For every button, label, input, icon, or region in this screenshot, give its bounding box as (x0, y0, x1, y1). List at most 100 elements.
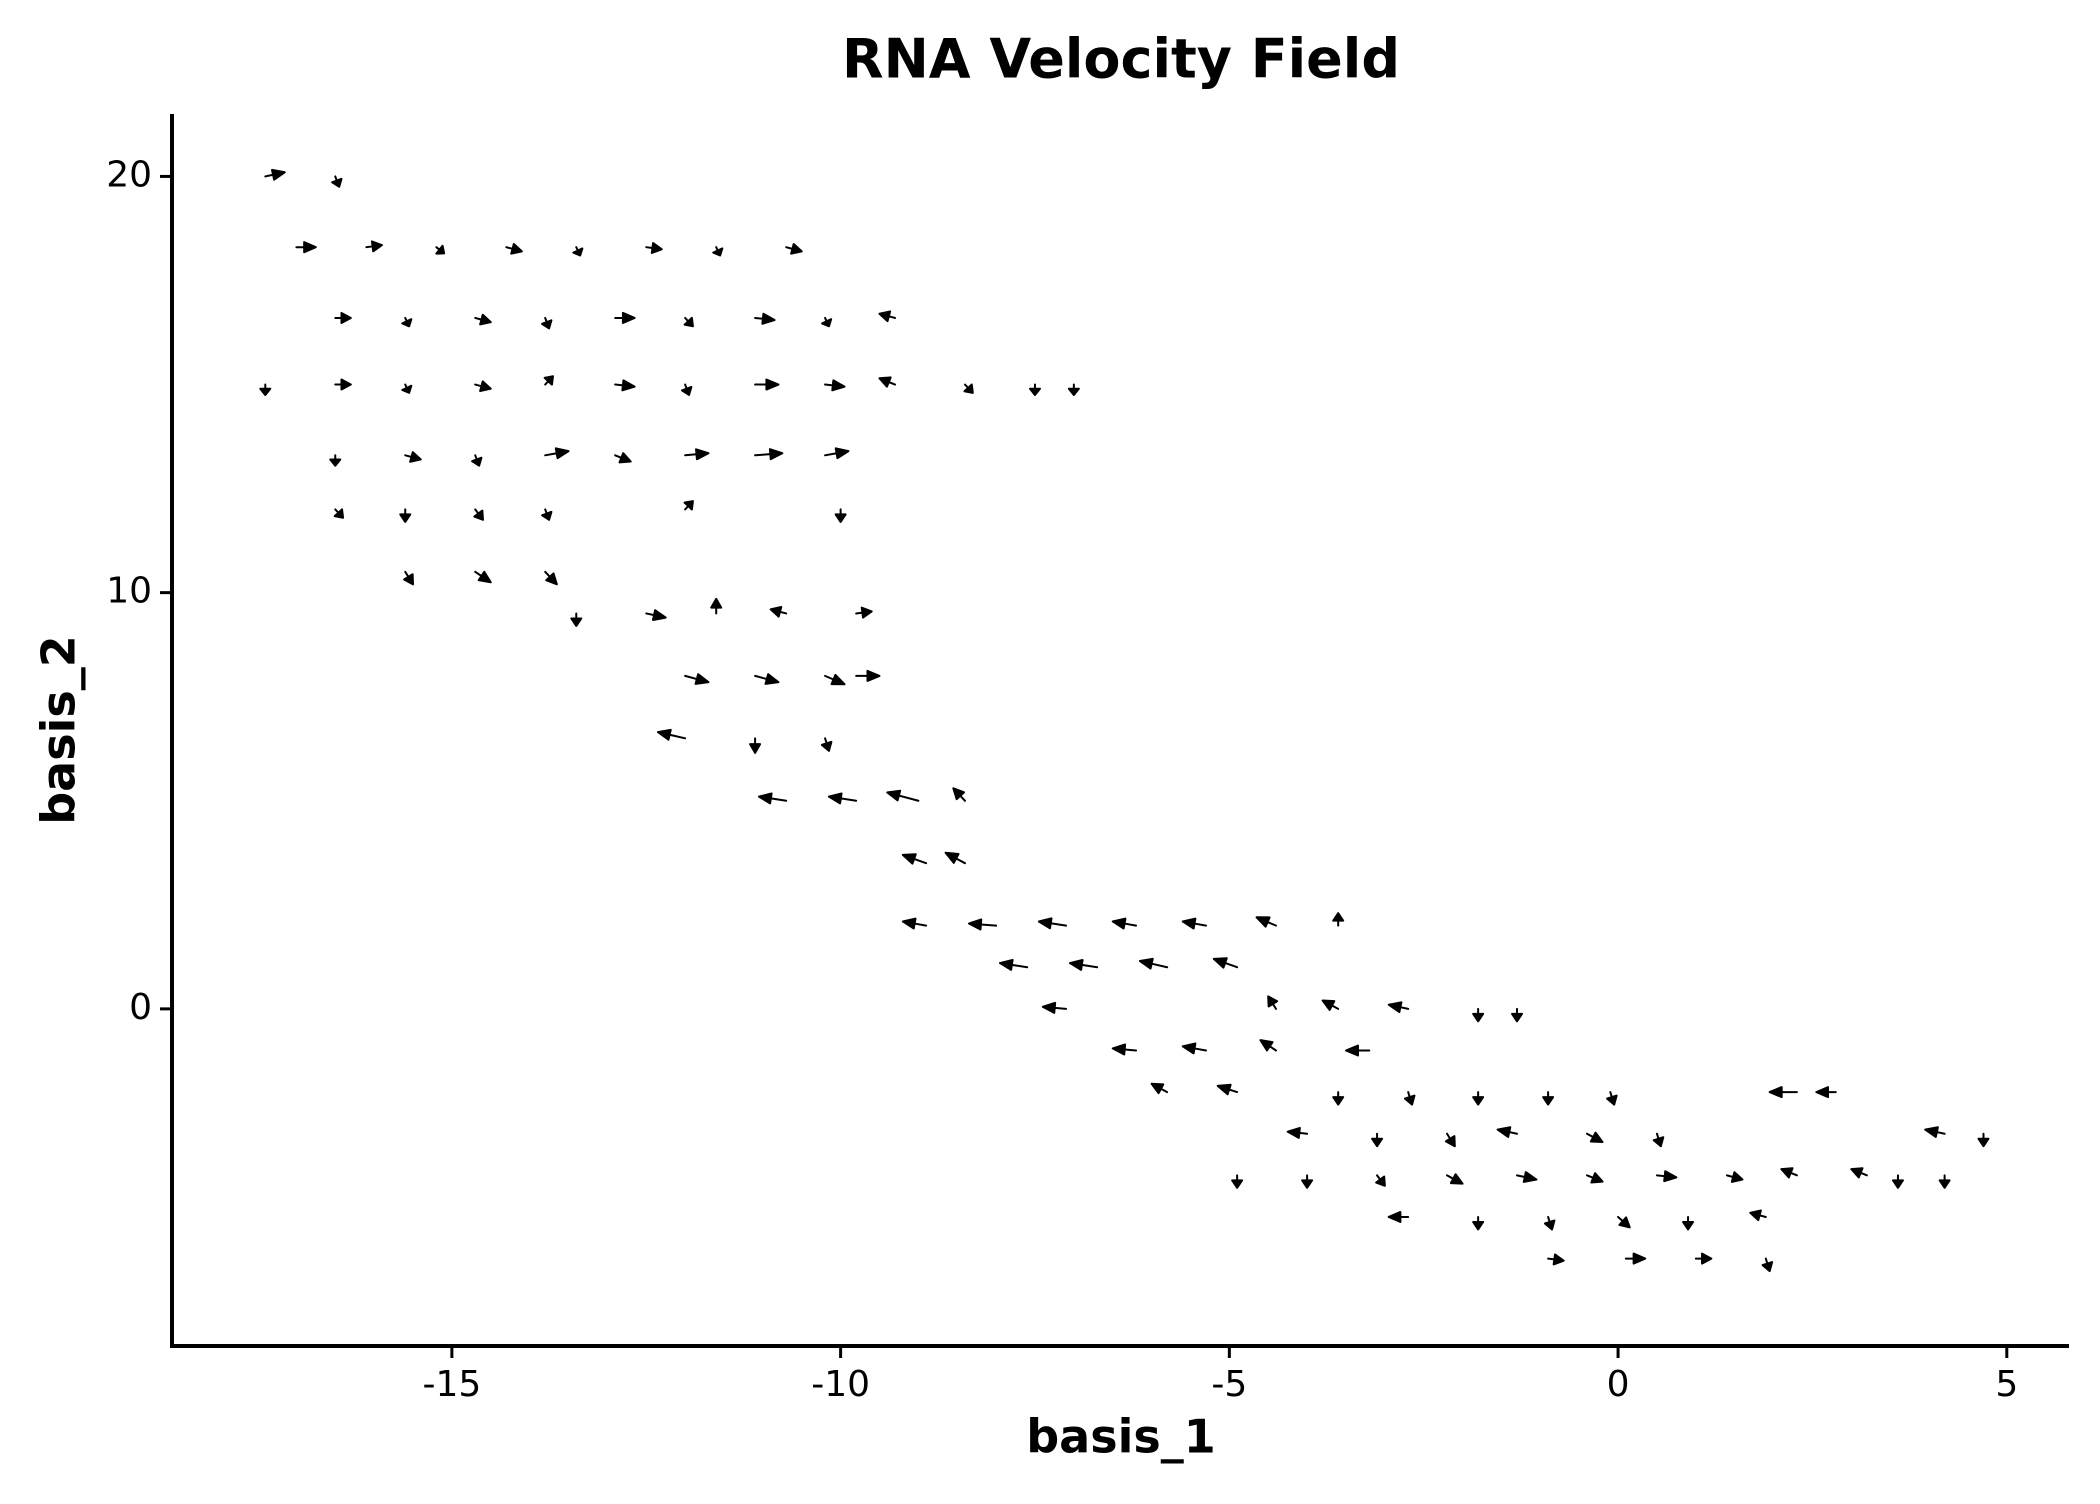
velocity-arrow (401, 316, 413, 328)
velocity-arrow (1542, 1091, 1555, 1106)
velocity-arrow (1850, 1167, 1868, 1179)
velocity-arrow (1150, 1082, 1169, 1095)
velocity-arrow (754, 673, 780, 685)
velocity-arrow (1375, 1174, 1386, 1187)
velocity-arrow (1111, 1043, 1138, 1056)
velocity-arrow (1891, 1174, 1904, 1189)
velocity-arrow (684, 673, 710, 685)
velocity-arrow (1267, 995, 1279, 1010)
velocity-arrow (1749, 1209, 1767, 1222)
velocity-arrow (264, 168, 286, 181)
velocity-arrow (1403, 1091, 1416, 1106)
velocity-arrow (1387, 1210, 1410, 1223)
velocity-arrow (1041, 1001, 1068, 1014)
velocity-arrow (365, 240, 383, 253)
velocity-arrow (645, 242, 663, 254)
chart-title: RNA Velocity Field (842, 28, 1400, 91)
y-tick-label: 20 (106, 154, 152, 195)
velocity-arrow (1138, 957, 1169, 970)
velocity-arrow (824, 447, 850, 460)
velocity-arrow (656, 728, 687, 741)
velocity-arrow (1780, 1167, 1798, 1179)
velocity-arrow (1344, 1044, 1371, 1057)
velocity-arrow (1624, 1252, 1647, 1265)
velocity-arrow (1815, 1086, 1837, 1099)
velocity-arrow (473, 508, 484, 521)
x-tick-label: 0 (1607, 1364, 1630, 1405)
velocity-arrow (1585, 1172, 1604, 1184)
velocity-arrow (952, 787, 967, 802)
x-axis-label: basis_1 (1026, 1410, 1216, 1464)
velocity-arrow (295, 241, 317, 254)
velocity-arrow (1516, 1171, 1538, 1183)
velocity-arrow (1444, 1132, 1456, 1148)
velocity-arrow (1181, 917, 1208, 930)
velocity-arrow (572, 246, 584, 257)
velocity-arrow (1768, 1086, 1798, 1099)
velocity-arrow (821, 316, 833, 328)
velocity-arrow (1332, 912, 1345, 927)
velocity-arrow (1977, 1132, 1990, 1148)
velocity-arrow (329, 454, 342, 467)
velocity-arrow (683, 316, 694, 328)
velocity-arrow (614, 452, 632, 464)
x-tick-label: -15 (422, 1364, 481, 1405)
velocity-arrow (403, 570, 415, 586)
velocity-arrow (827, 792, 858, 805)
velocity-arrow (1111, 917, 1138, 930)
velocity-arrow (474, 380, 492, 393)
velocity-arrow (1231, 1174, 1244, 1189)
velocity-arrow (1387, 1001, 1410, 1014)
velocity-arrow (1682, 1215, 1695, 1231)
velocity-arrow (1371, 1132, 1384, 1148)
velocity-arrow (1543, 1215, 1556, 1231)
velocity-arrow (331, 175, 343, 188)
velocity-arrow (1547, 1253, 1565, 1266)
velocity-arrow (399, 508, 412, 523)
velocity-arrow (1286, 1126, 1309, 1139)
velocity-arrow (754, 448, 784, 461)
velocity-arrow (1067, 383, 1080, 396)
velocity-arrow (998, 958, 1029, 971)
velocity-arrow (544, 447, 570, 460)
velocity-arrow (401, 383, 413, 394)
velocity-arrow (754, 312, 776, 325)
y-axis-label: basis_2 (32, 635, 86, 825)
velocity-arrow (1472, 1007, 1485, 1023)
velocity-arrow (820, 737, 833, 752)
velocity-arrow (435, 244, 446, 255)
velocity-arrow (541, 316, 553, 330)
velocity-arrow (645, 609, 667, 622)
velocity-arrow (1655, 1170, 1678, 1183)
velocity-arrow (834, 508, 847, 523)
velocity-arrow (1725, 1171, 1744, 1183)
velocity-arrow (683, 500, 694, 511)
velocity-arrow (824, 379, 846, 392)
velocity-arrow (901, 853, 928, 865)
x-tick-label: 5 (1995, 1364, 2018, 1405)
velocity-arrow (334, 311, 352, 324)
velocity-arrow (1496, 1126, 1518, 1138)
velocity-arrow (1924, 1126, 1946, 1138)
velocity-arrow (886, 789, 920, 802)
velocity-arrow (1585, 1131, 1604, 1144)
velocity-arrow (1652, 1132, 1665, 1148)
velocity-arrow (1181, 1042, 1208, 1055)
velocity-arrow (878, 310, 897, 323)
velocity-arrow (785, 243, 803, 255)
velocity-arrow (1301, 1174, 1314, 1189)
velocity-arrow (543, 375, 554, 386)
velocity-arrow (1761, 1257, 1774, 1273)
velocity-arrow (505, 243, 523, 255)
velocity-arrow (1694, 1252, 1713, 1265)
velocity-arrow (333, 508, 345, 519)
velocity-arrow (1332, 1091, 1345, 1106)
y-tick-label: 0 (129, 987, 152, 1028)
velocity-arrow (1938, 1174, 1951, 1189)
velocity-arrow (541, 508, 553, 521)
velocity-arrow (1216, 1083, 1239, 1096)
velocity-arrow (1606, 1091, 1618, 1106)
velocity-arrow (1028, 383, 1041, 396)
velocity-arrow (1068, 958, 1099, 971)
